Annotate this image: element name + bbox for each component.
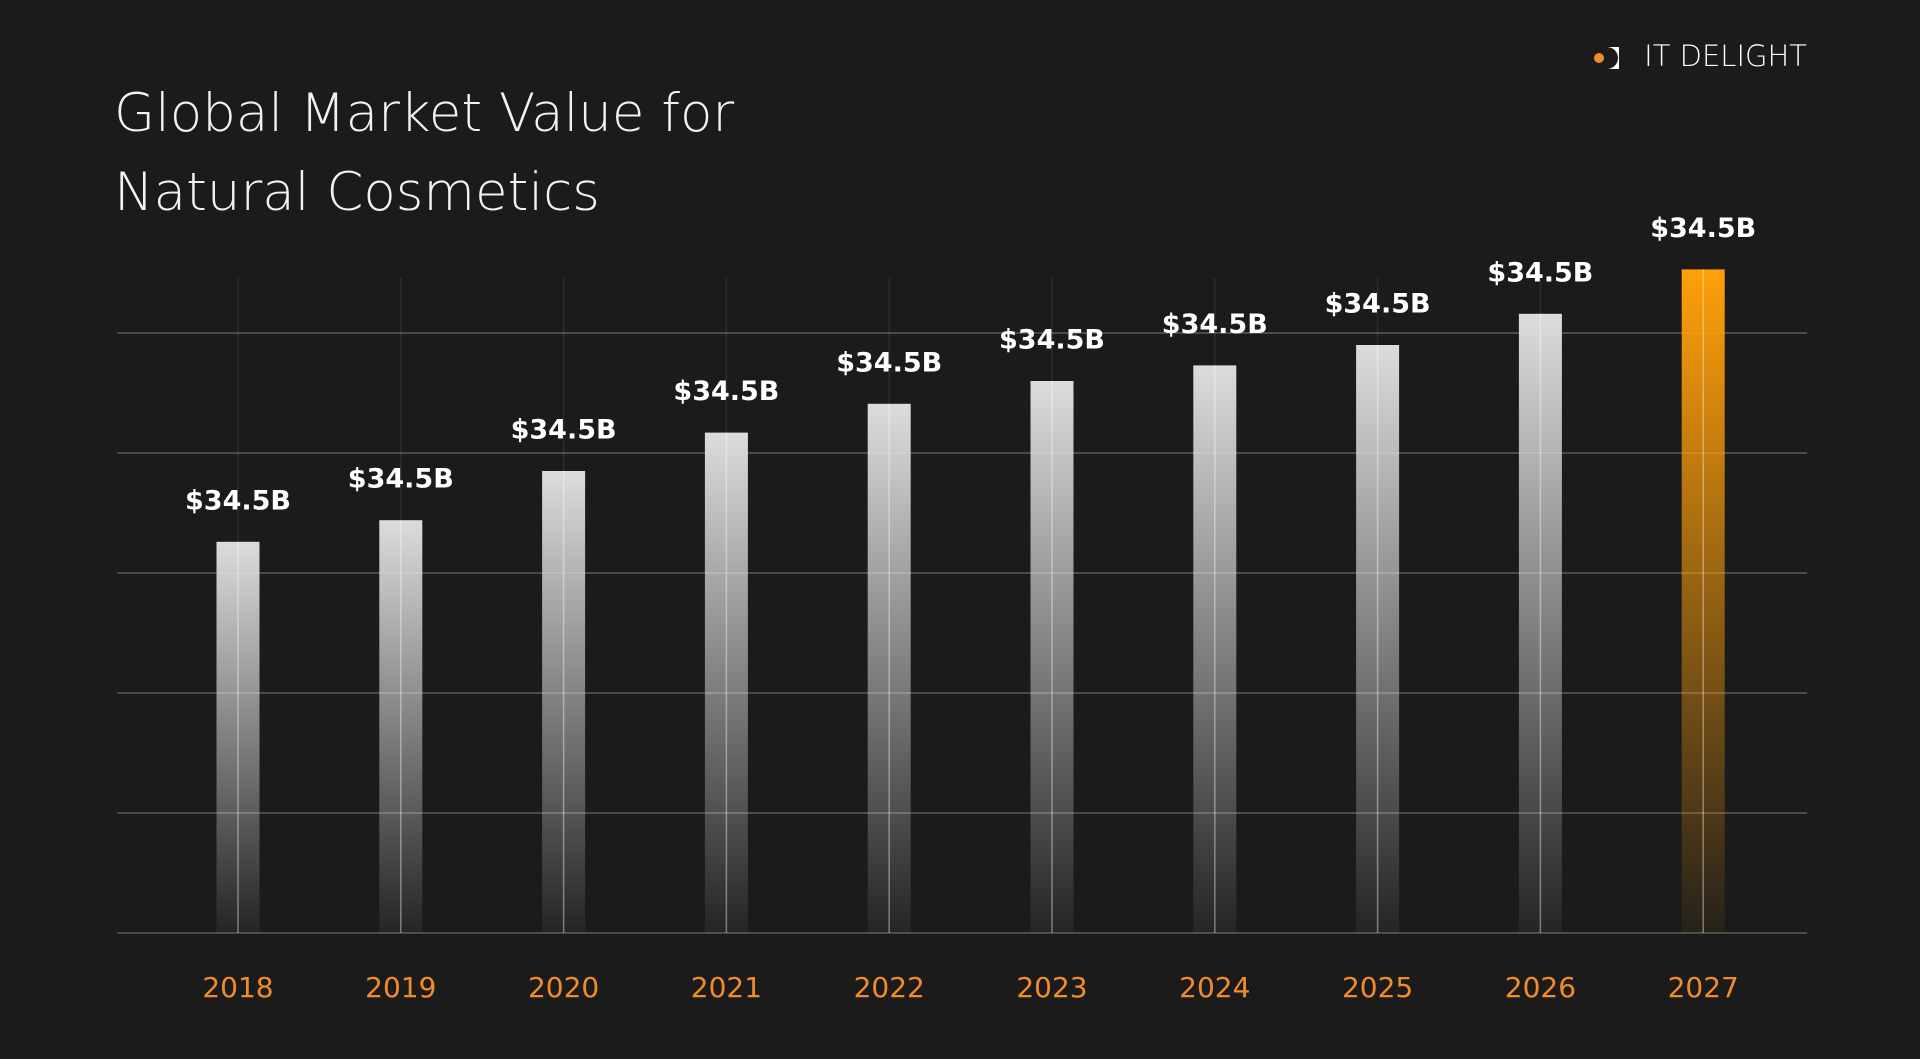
value-label: $34.5B: [1162, 309, 1268, 340]
chart-title: Natural Cosmetics: [114, 162, 600, 223]
value-label: $34.5B: [1650, 213, 1756, 244]
x-tick-label: 2024: [1179, 971, 1250, 1004]
bar: [542, 471, 586, 933]
brand-name: IT DELIGHT: [1644, 39, 1807, 73]
bar: [1030, 381, 1074, 933]
brand-logo: [1594, 47, 1619, 69]
bar: [704, 432, 748, 933]
logo-dot: [1594, 53, 1604, 63]
value-label: $34.5B: [348, 464, 454, 495]
value-label: $34.5B: [836, 347, 942, 378]
logo-cut: [1594, 47, 1618, 69]
x-tick-label: 2022: [854, 971, 925, 1004]
x-tick-label: 2019: [365, 971, 436, 1004]
value-label: $34.5B: [673, 376, 779, 407]
bar: [1356, 345, 1400, 933]
bar: [1518, 313, 1562, 933]
bar: [216, 541, 260, 933]
x-tick-label: 2023: [1016, 971, 1087, 1004]
value-label: $34.5B: [1487, 257, 1593, 288]
value-label: $34.5B: [185, 485, 291, 516]
bar: [1681, 269, 1725, 933]
value-label: $34.5B: [511, 415, 617, 446]
value-label: $34.5B: [1325, 289, 1431, 320]
x-tick-label: 2018: [202, 971, 273, 1004]
x-tick-label: 2027: [1668, 971, 1739, 1004]
bar: [1193, 365, 1237, 933]
x-tick-label: 2021: [691, 971, 762, 1004]
bar: [379, 520, 423, 933]
chart-title: Global Market Value for: [114, 83, 734, 144]
x-tick-label: 2026: [1505, 971, 1576, 1004]
x-tick-label: 2020: [528, 971, 599, 1004]
x-tick-label: 2025: [1342, 971, 1413, 1004]
value-label: $34.5B: [999, 325, 1105, 356]
bar: [867, 403, 911, 933]
